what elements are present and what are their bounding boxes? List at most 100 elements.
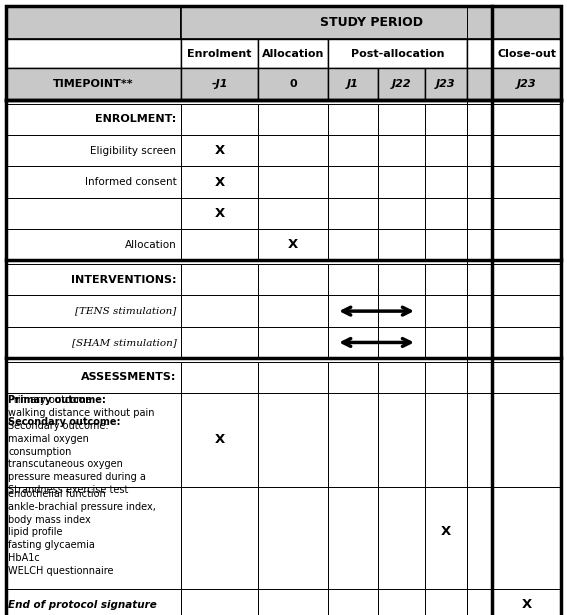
- Bar: [492, 198, 561, 229]
- Bar: [378, 589, 425, 615]
- Bar: [328, 198, 378, 229]
- Bar: [425, 68, 467, 100]
- Bar: [6, 198, 181, 229]
- Text: [TENS stimulation]: [TENS stimulation]: [75, 307, 176, 315]
- Bar: [259, 327, 328, 358]
- Bar: [328, 327, 378, 358]
- Text: Post-allocation: Post-allocation: [350, 49, 444, 59]
- Bar: [6, 229, 181, 261]
- Bar: [181, 39, 259, 68]
- Bar: [259, 167, 328, 198]
- Text: 0: 0: [289, 79, 297, 89]
- Bar: [259, 104, 328, 135]
- Bar: [328, 295, 378, 327]
- Bar: [378, 104, 425, 135]
- Bar: [425, 295, 467, 327]
- Bar: [328, 167, 378, 198]
- Bar: [467, 589, 492, 615]
- Text: ASSESSMENTS:: ASSESSMENTS:: [81, 373, 176, 383]
- Text: Close-out: Close-out: [497, 49, 556, 59]
- Bar: [425, 104, 467, 135]
- Bar: [425, 362, 467, 393]
- Bar: [467, 104, 492, 135]
- Bar: [492, 327, 561, 358]
- Text: Informed consent: Informed consent: [84, 177, 176, 187]
- Text: Enrolment: Enrolment: [187, 49, 252, 59]
- Bar: [6, 39, 181, 68]
- Bar: [6, 486, 181, 589]
- Bar: [425, 229, 467, 261]
- Bar: [467, 39, 492, 68]
- Bar: [6, 167, 181, 198]
- Bar: [6, 264, 181, 295]
- Bar: [328, 362, 378, 393]
- Bar: [181, 589, 259, 615]
- Bar: [259, 198, 328, 229]
- Bar: [181, 198, 259, 229]
- Bar: [378, 486, 425, 589]
- Bar: [425, 135, 467, 167]
- Bar: [425, 393, 467, 486]
- Bar: [181, 135, 259, 167]
- Text: INTERVENTIONS:: INTERVENTIONS:: [71, 275, 176, 285]
- Bar: [181, 264, 259, 295]
- Bar: [467, 264, 492, 295]
- Bar: [467, 167, 492, 198]
- Bar: [378, 327, 425, 358]
- Bar: [6, 393, 181, 486]
- Text: X: X: [214, 145, 225, 157]
- Text: Allocation: Allocation: [125, 240, 176, 250]
- Bar: [6, 135, 181, 167]
- Text: [SHAM stimulation]: [SHAM stimulation]: [71, 338, 176, 347]
- Bar: [328, 264, 378, 295]
- Text: endothelial function
ankle-brachial pressure index,
body mass index
lipid profil: endothelial function ankle-brachial pres…: [9, 489, 156, 576]
- Bar: [378, 167, 425, 198]
- Bar: [259, 295, 328, 327]
- Text: J22: J22: [392, 79, 412, 89]
- Bar: [378, 68, 425, 100]
- Bar: [492, 135, 561, 167]
- Bar: [259, 589, 328, 615]
- Bar: [6, 68, 181, 100]
- Bar: [328, 486, 378, 589]
- Bar: [6, 104, 181, 135]
- Bar: [181, 104, 259, 135]
- Bar: [467, 135, 492, 167]
- Bar: [378, 393, 425, 486]
- Bar: [467, 393, 492, 486]
- Text: Primary outcome:
walking distance without pain
Secondary outcome:
maximal oxygen: Primary outcome: walking distance withou…: [9, 395, 155, 495]
- Bar: [467, 295, 492, 327]
- Bar: [378, 135, 425, 167]
- Bar: [378, 264, 425, 295]
- Bar: [181, 486, 259, 589]
- Bar: [467, 486, 492, 589]
- Bar: [378, 362, 425, 393]
- Bar: [425, 167, 467, 198]
- Bar: [425, 327, 467, 358]
- Bar: [181, 229, 259, 261]
- Bar: [492, 167, 561, 198]
- Text: X: X: [288, 239, 298, 252]
- Bar: [181, 68, 259, 100]
- Bar: [259, 362, 328, 393]
- Bar: [181, 393, 259, 486]
- Bar: [6, 327, 181, 358]
- Text: End of protocol signature: End of protocol signature: [9, 600, 157, 609]
- Bar: [378, 229, 425, 261]
- Bar: [492, 295, 561, 327]
- Bar: [259, 486, 328, 589]
- Bar: [467, 198, 492, 229]
- Bar: [492, 393, 561, 486]
- Text: X: X: [441, 525, 451, 538]
- Text: Eligibility screen: Eligibility screen: [90, 146, 176, 156]
- Bar: [259, 68, 328, 100]
- Text: TIMEPOINT**: TIMEPOINT**: [53, 79, 133, 89]
- Bar: [328, 393, 378, 486]
- Bar: [181, 362, 259, 393]
- Bar: [492, 68, 561, 100]
- Bar: [181, 327, 259, 358]
- Text: J23: J23: [436, 79, 456, 89]
- Bar: [6, 6, 181, 39]
- Bar: [259, 39, 328, 68]
- Bar: [259, 229, 328, 261]
